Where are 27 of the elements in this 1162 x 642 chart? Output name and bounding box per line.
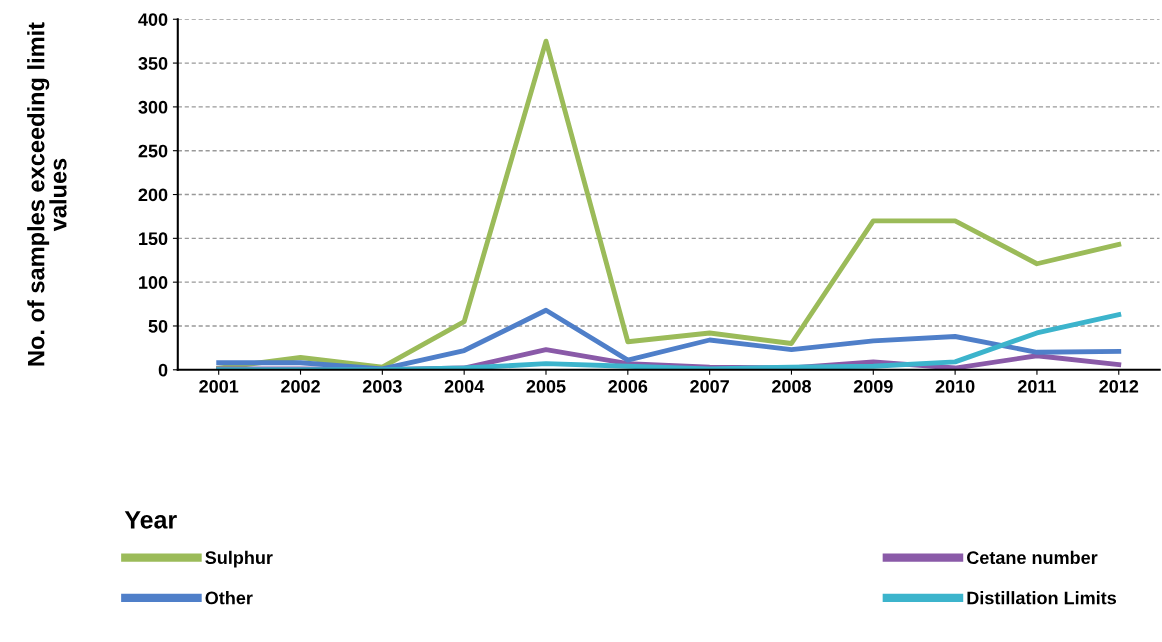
x-tick-label: 2001 bbox=[199, 379, 239, 393]
y-tick-label: 350 bbox=[138, 57, 168, 70]
y-tick-label: 50 bbox=[148, 319, 168, 333]
y-tick-label: 300 bbox=[138, 100, 168, 114]
legend-label: Cetane number bbox=[967, 550, 1098, 565]
x-axis-title: Year bbox=[124, 511, 177, 529]
x-tick-label: 2009 bbox=[853, 379, 893, 393]
legend-label: Other bbox=[205, 591, 253, 605]
x-tick-label: 2002 bbox=[281, 379, 320, 393]
legend-label: Distillation Limits bbox=[967, 591, 1117, 605]
x-tick-label: 2008 bbox=[772, 379, 811, 393]
x-tick-label: 2006 bbox=[608, 379, 648, 393]
x-tick-label: 2004 bbox=[444, 379, 485, 393]
legend-label: Sulphur bbox=[205, 550, 273, 568]
x-tick-label: 2005 bbox=[526, 379, 566, 393]
y-tick-label: 400 bbox=[138, 13, 168, 26]
y-tick-label: 150 bbox=[139, 232, 168, 246]
x-tick-label: 2003 bbox=[362, 379, 402, 393]
x-tick-label: 2012 bbox=[1099, 379, 1139, 393]
y-tick-label: 200 bbox=[138, 188, 168, 202]
x-tick-label: 2007 bbox=[690, 379, 729, 393]
y-tick-label: 250 bbox=[138, 144, 168, 158]
y-tick-label: 0 bbox=[158, 363, 168, 377]
y-axis-title: No. of samples exceeding limit values bbox=[27, 22, 67, 366]
x-tick-label: 2010 bbox=[935, 379, 975, 393]
y-tick-label: 100 bbox=[139, 276, 168, 289]
x-tick-label: 2011 bbox=[1017, 379, 1057, 393]
